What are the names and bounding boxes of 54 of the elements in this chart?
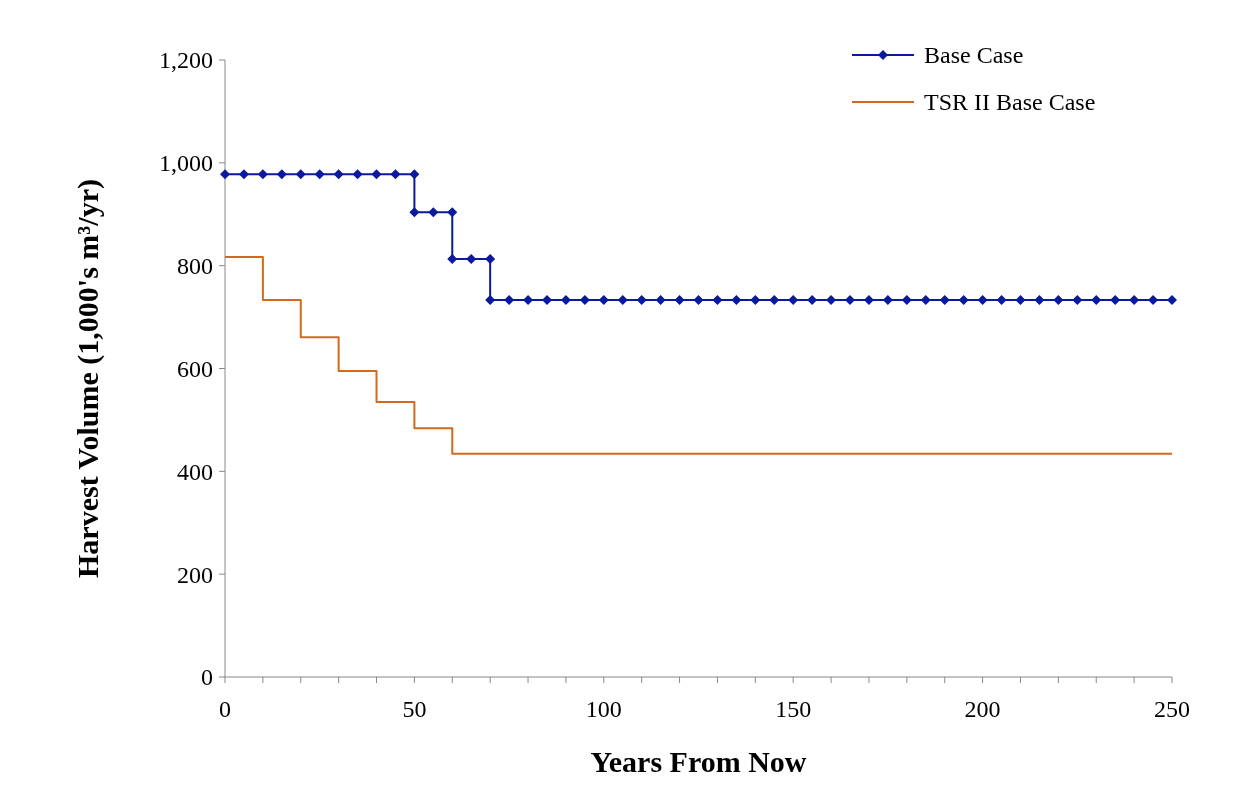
y-tick-label: 1,200 [159, 47, 213, 74]
x-axis-title: Years From Now [590, 745, 807, 778]
y-tick-label: 600 [177, 355, 213, 382]
point [485, 253, 496, 264]
x-tick-label: 250 [1154, 696, 1190, 722]
point [333, 169, 344, 180]
point [1015, 295, 1026, 306]
point [920, 295, 931, 306]
point [693, 295, 704, 306]
point [371, 169, 382, 180]
point [466, 253, 477, 264]
point [220, 169, 230, 180]
point [731, 295, 742, 306]
point [1053, 295, 1064, 306]
y-tick-label: 400 [177, 458, 213, 485]
point [769, 295, 780, 306]
point [977, 295, 988, 306]
x-tick-label: 150 [775, 696, 812, 722]
point [1167, 295, 1177, 306]
y-axis-title: Harvest Volume (1,000's m³/yr) [71, 179, 105, 578]
point [257, 169, 268, 180]
point [636, 295, 647, 306]
x-tick-label: 200 [964, 696, 1001, 722]
point [314, 169, 325, 180]
point [428, 207, 439, 218]
point [617, 295, 628, 306]
y-tick-label: 200 [177, 561, 213, 588]
point [1034, 295, 1045, 306]
point [390, 169, 401, 180]
point [447, 253, 458, 264]
point [409, 207, 420, 218]
y-tick-label: 800 [177, 253, 213, 280]
point [447, 207, 458, 218]
point [1072, 295, 1083, 306]
point [750, 295, 761, 306]
y-tick-label: 1,000 [159, 150, 213, 177]
x-tick-label: 0 [219, 696, 231, 722]
point [996, 295, 1007, 306]
point [674, 295, 685, 306]
point [655, 295, 666, 306]
point [1091, 295, 1102, 306]
point [276, 169, 287, 180]
point [295, 169, 306, 180]
point [958, 295, 969, 306]
point [352, 169, 363, 180]
point [409, 169, 420, 180]
x-tick-label: 50 [402, 696, 427, 722]
x-tick-label: 100 [585, 696, 622, 722]
legend-label: TSR II Base Case [924, 89, 1096, 116]
point [238, 169, 249, 180]
legend-label: Base Case [924, 42, 1024, 69]
y-tick-label: 0 [201, 664, 213, 691]
point [712, 295, 723, 306]
point [939, 295, 950, 306]
